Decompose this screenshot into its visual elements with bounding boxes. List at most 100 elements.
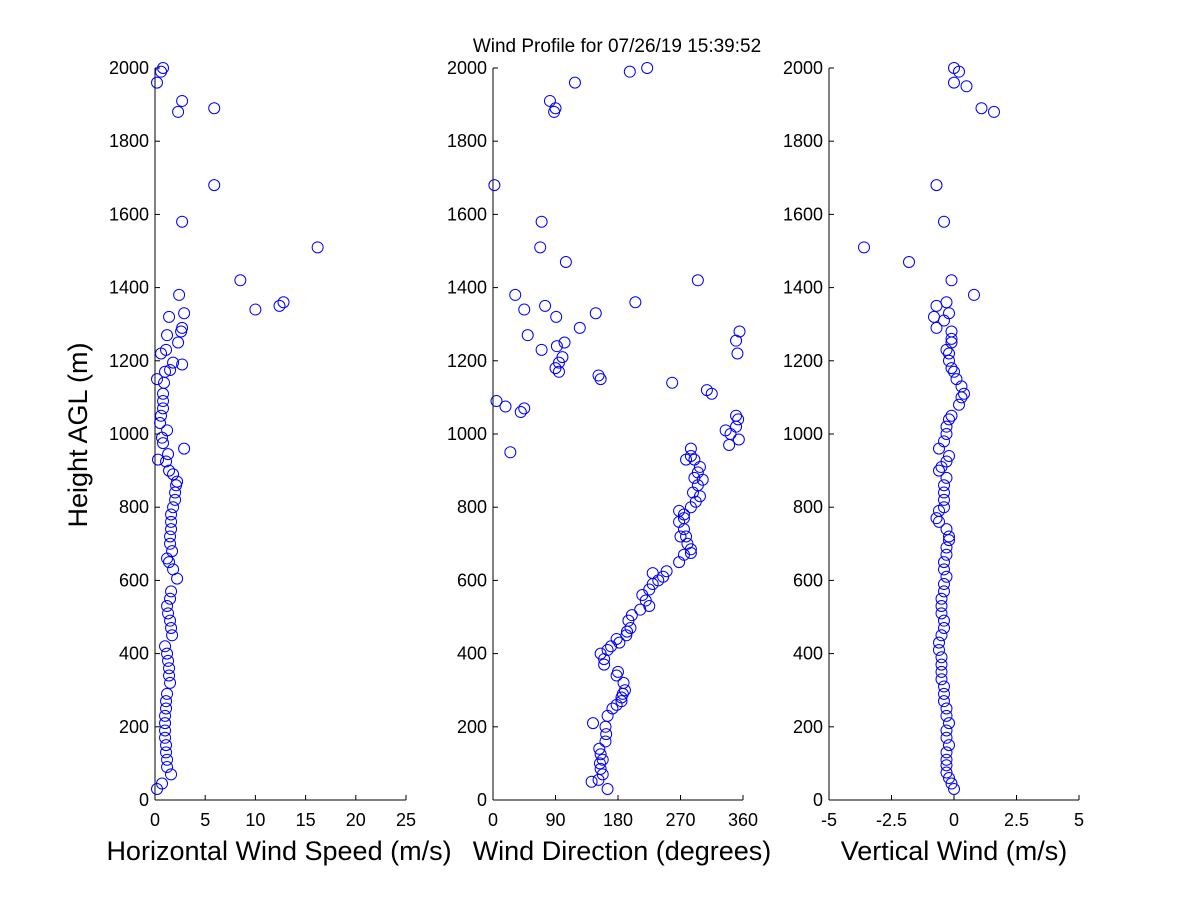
x-tick-label: 270 bbox=[665, 810, 695, 830]
data-point bbox=[933, 636, 945, 649]
y-axis-label: Height AGL (m) bbox=[63, 342, 93, 527]
panel-vertical-wind-x-ticks: -5 -2.5 0 2.5 5 bbox=[821, 795, 1084, 830]
data-point bbox=[593, 757, 606, 770]
y-tick-label: 1200 bbox=[447, 351, 487, 371]
data-point bbox=[163, 669, 176, 682]
data-point bbox=[589, 307, 602, 320]
data-point bbox=[160, 343, 173, 356]
data-point bbox=[940, 428, 953, 440]
data-point bbox=[732, 433, 745, 446]
y-tick-label: 2000 bbox=[109, 58, 149, 78]
data-point bbox=[948, 76, 960, 89]
y-tick-label: 1000 bbox=[109, 424, 149, 444]
data-point bbox=[592, 369, 605, 382]
data-point bbox=[167, 563, 180, 576]
y-tick-label: 400 bbox=[793, 644, 823, 664]
y-tick-label: 2000 bbox=[783, 58, 823, 78]
data-point bbox=[151, 373, 164, 386]
data-point bbox=[612, 665, 624, 678]
data-point bbox=[935, 600, 948, 613]
data-point bbox=[161, 647, 174, 660]
y-tick-label: 0 bbox=[477, 790, 487, 810]
data-point bbox=[719, 424, 732, 437]
data-point bbox=[161, 600, 174, 613]
data-point bbox=[930, 512, 943, 525]
data-point bbox=[165, 523, 178, 536]
data-point bbox=[958, 387, 970, 400]
y-tick-label: 1600 bbox=[783, 204, 823, 224]
data-point bbox=[935, 607, 948, 620]
y-tick-label: 600 bbox=[119, 570, 149, 590]
data-point bbox=[167, 468, 180, 481]
x-axis-label-wind-direction: Wind Direction (degrees) bbox=[473, 836, 772, 866]
data-point bbox=[691, 466, 704, 479]
data-point bbox=[938, 435, 950, 448]
data-point bbox=[165, 621, 178, 634]
data-point bbox=[208, 102, 221, 115]
data-point bbox=[277, 296, 290, 309]
data-point bbox=[521, 329, 534, 342]
y-tick-label: 1200 bbox=[109, 351, 149, 371]
data-point bbox=[585, 775, 598, 788]
data-point bbox=[535, 215, 548, 228]
data-point bbox=[938, 215, 950, 228]
data-point bbox=[943, 717, 955, 730]
data-point bbox=[680, 530, 693, 543]
data-point bbox=[159, 724, 172, 737]
data-point bbox=[164, 363, 177, 376]
data-point bbox=[490, 395, 503, 408]
y-tick-label: 400 bbox=[457, 644, 487, 664]
y-tick-label: 1800 bbox=[109, 131, 149, 151]
data-point bbox=[641, 62, 654, 74]
data-point bbox=[163, 662, 176, 675]
data-point bbox=[938, 585, 950, 598]
data-point bbox=[938, 621, 950, 634]
y-tick-label: 800 bbox=[457, 497, 487, 517]
figure-title: Wind Profile for 07/26/19 15:39:52 bbox=[473, 36, 761, 57]
x-tick-label: 0 bbox=[949, 810, 959, 830]
data-point bbox=[933, 643, 945, 656]
data-point bbox=[552, 365, 565, 378]
data-point bbox=[940, 759, 953, 772]
data-point bbox=[938, 493, 950, 506]
data-point bbox=[594, 762, 607, 775]
data-point bbox=[152, 453, 165, 466]
x-tick-label: 2.5 bbox=[1004, 810, 1029, 830]
data-point bbox=[943, 347, 955, 360]
data-point bbox=[940, 724, 953, 737]
data-point bbox=[646, 567, 659, 580]
y-tick-label: 800 bbox=[119, 497, 149, 517]
data-point bbox=[556, 351, 569, 364]
data-point bbox=[674, 530, 687, 543]
data-point bbox=[940, 455, 953, 468]
data-point bbox=[681, 537, 694, 550]
data-point bbox=[938, 614, 950, 627]
data-point bbox=[684, 449, 697, 462]
data-point bbox=[943, 530, 955, 543]
data-point bbox=[165, 768, 178, 781]
data-point bbox=[160, 746, 173, 759]
x-axis-label-horizontal-wind-speed: Horizontal Wind Speed (m/s) bbox=[106, 836, 451, 866]
data-point bbox=[988, 105, 1000, 118]
y-tick-label: 1600 bbox=[109, 204, 149, 224]
data-point bbox=[938, 563, 950, 576]
panel-wind-direction-y-ticks: 0 200 400 600 800 1000 1200 1400 1600 1800 2000 bbox=[447, 58, 498, 810]
data-point bbox=[938, 578, 950, 591]
y-tick-label: 1400 bbox=[447, 278, 487, 298]
x-tick-label: 360 bbox=[728, 810, 758, 830]
data-point bbox=[161, 329, 174, 342]
data-point bbox=[617, 676, 630, 689]
data-point bbox=[935, 629, 948, 642]
data-point bbox=[596, 768, 609, 781]
data-point bbox=[164, 614, 177, 627]
data-point bbox=[940, 731, 953, 744]
data-point bbox=[625, 609, 638, 622]
data-point bbox=[172, 105, 185, 118]
data-point bbox=[858, 241, 870, 254]
y-tick-label: 1400 bbox=[109, 278, 149, 298]
data-point bbox=[945, 777, 958, 790]
y-tick-label: 1200 bbox=[783, 351, 823, 371]
y-tick-label: 2000 bbox=[447, 58, 487, 78]
panel-horizontal-wind-speed: 0 200 400 600 800 1000 1200 1400 1600 1800 2000 0 5… bbox=[106, 58, 451, 866]
data-point bbox=[935, 665, 948, 678]
